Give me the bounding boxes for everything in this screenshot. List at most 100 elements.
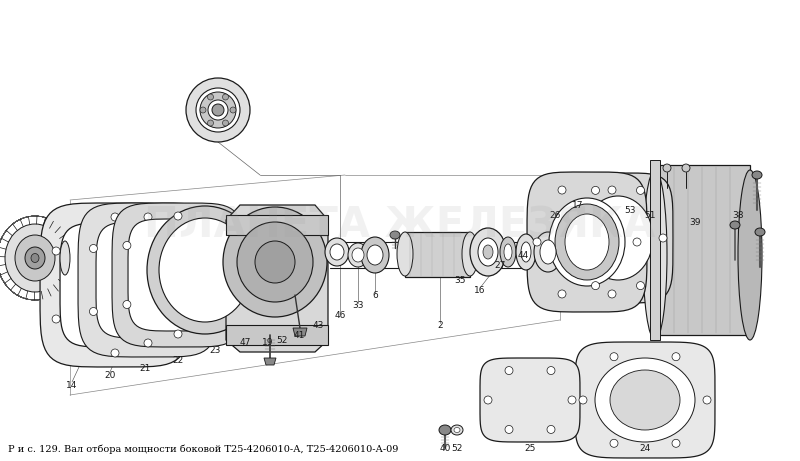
Polygon shape (60, 223, 170, 347)
Ellipse shape (390, 231, 400, 239)
Ellipse shape (196, 88, 240, 132)
Ellipse shape (610, 353, 618, 361)
Ellipse shape (470, 228, 506, 276)
Ellipse shape (608, 290, 616, 298)
Text: 43: 43 (312, 320, 324, 330)
Ellipse shape (558, 290, 566, 298)
Ellipse shape (462, 232, 478, 276)
Polygon shape (264, 358, 276, 365)
Text: 23: 23 (210, 345, 221, 355)
Ellipse shape (608, 186, 616, 194)
Ellipse shape (147, 206, 263, 334)
Ellipse shape (738, 170, 762, 340)
Text: 40: 40 (439, 443, 450, 453)
Ellipse shape (144, 213, 152, 221)
Ellipse shape (90, 244, 98, 253)
Ellipse shape (555, 204, 619, 280)
Ellipse shape (591, 282, 599, 290)
Ellipse shape (361, 237, 389, 273)
Ellipse shape (505, 366, 513, 374)
Ellipse shape (558, 186, 566, 194)
Text: 6: 6 (372, 290, 378, 300)
Ellipse shape (237, 222, 313, 302)
Polygon shape (293, 328, 307, 336)
Ellipse shape (222, 120, 229, 126)
Text: 17: 17 (572, 201, 584, 209)
Ellipse shape (159, 218, 251, 322)
Ellipse shape (25, 247, 45, 269)
Ellipse shape (569, 234, 577, 242)
Ellipse shape (170, 247, 178, 255)
Text: 21: 21 (139, 364, 150, 372)
Ellipse shape (170, 315, 178, 323)
Ellipse shape (255, 241, 295, 283)
Ellipse shape (180, 241, 190, 275)
Ellipse shape (451, 425, 463, 435)
Ellipse shape (52, 315, 60, 323)
Text: 14: 14 (66, 380, 78, 390)
Ellipse shape (325, 238, 349, 266)
Polygon shape (527, 172, 647, 312)
Ellipse shape (144, 339, 152, 347)
Ellipse shape (352, 248, 364, 262)
Ellipse shape (579, 396, 587, 404)
Ellipse shape (637, 282, 645, 290)
Ellipse shape (633, 238, 641, 246)
Ellipse shape (565, 214, 609, 270)
Bar (226, 325, 328, 345)
Polygon shape (563, 173, 673, 303)
Ellipse shape (225, 242, 233, 249)
Polygon shape (96, 222, 200, 338)
Ellipse shape (198, 307, 206, 315)
Text: 41: 41 (294, 331, 305, 339)
Text: 39: 39 (690, 218, 701, 226)
Ellipse shape (198, 244, 206, 253)
Bar (405, 232, 470, 277)
Ellipse shape (483, 245, 493, 259)
Ellipse shape (643, 170, 667, 340)
Text: 53: 53 (624, 206, 636, 214)
Ellipse shape (15, 235, 55, 281)
Polygon shape (78, 203, 218, 357)
Polygon shape (112, 203, 244, 347)
Text: 46: 46 (334, 311, 346, 319)
Text: 51: 51 (644, 211, 656, 219)
Text: 22: 22 (172, 355, 184, 365)
Text: 33: 33 (352, 301, 364, 309)
Ellipse shape (516, 234, 536, 270)
Polygon shape (480, 358, 580, 442)
Ellipse shape (5, 224, 65, 292)
Ellipse shape (208, 100, 228, 120)
Ellipse shape (540, 240, 556, 264)
Ellipse shape (547, 366, 555, 374)
Ellipse shape (610, 370, 680, 430)
Polygon shape (40, 203, 190, 367)
Ellipse shape (123, 301, 131, 308)
Ellipse shape (439, 425, 451, 435)
Text: 26: 26 (550, 211, 561, 219)
Ellipse shape (200, 107, 206, 113)
Ellipse shape (174, 212, 182, 220)
Ellipse shape (521, 242, 531, 262)
Ellipse shape (533, 238, 541, 246)
Ellipse shape (207, 94, 214, 100)
Ellipse shape (484, 396, 492, 404)
Ellipse shape (500, 237, 516, 267)
Ellipse shape (223, 207, 327, 317)
Ellipse shape (663, 164, 671, 172)
Ellipse shape (547, 426, 555, 433)
Text: 27: 27 (494, 260, 506, 270)
Polygon shape (575, 342, 715, 458)
Ellipse shape (730, 221, 740, 229)
Ellipse shape (397, 232, 413, 276)
Ellipse shape (595, 358, 695, 442)
Ellipse shape (52, 247, 60, 255)
Ellipse shape (703, 396, 711, 404)
Ellipse shape (755, 228, 765, 236)
Ellipse shape (186, 78, 250, 142)
Ellipse shape (549, 198, 625, 286)
Ellipse shape (672, 353, 680, 361)
Ellipse shape (637, 186, 645, 195)
Ellipse shape (31, 254, 39, 262)
Text: 47: 47 (239, 337, 250, 347)
